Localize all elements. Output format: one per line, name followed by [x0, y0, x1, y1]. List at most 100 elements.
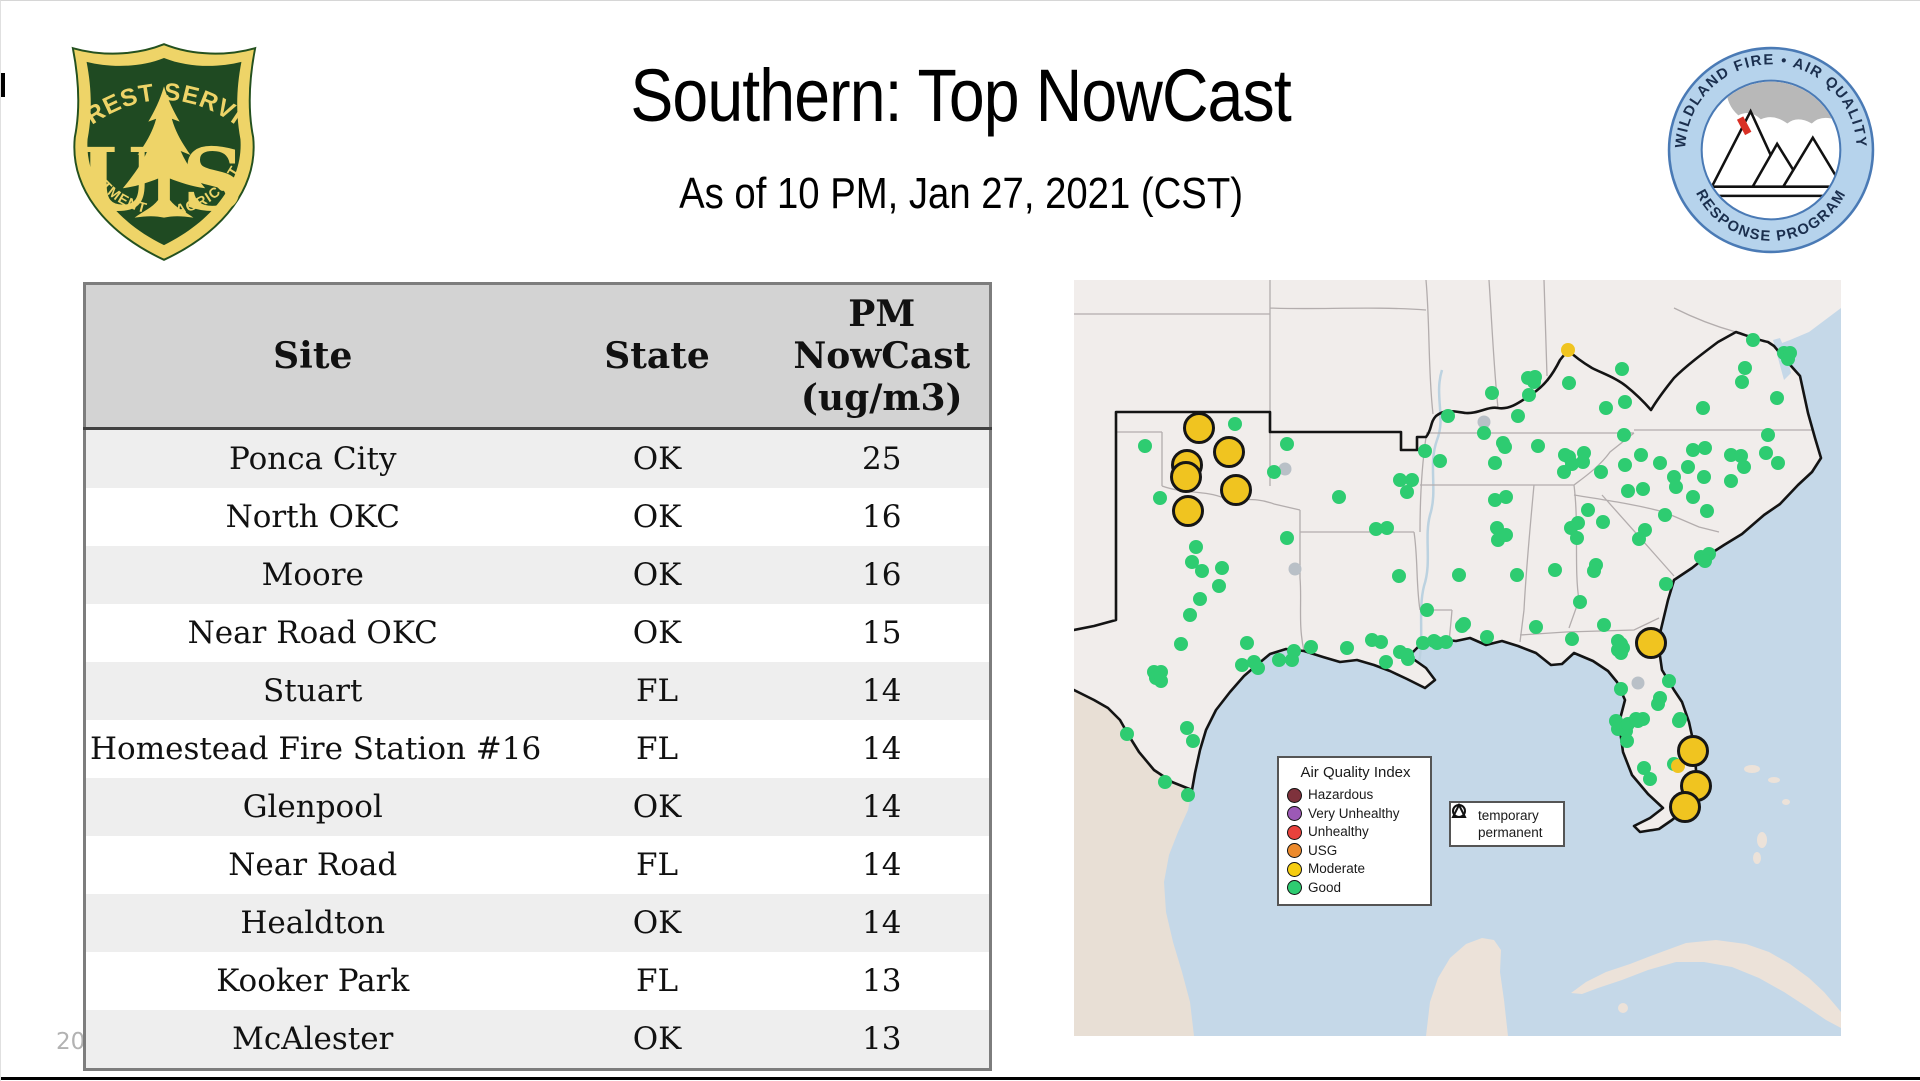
- good-site-marker: [1280, 531, 1294, 545]
- good-site-marker: [1439, 635, 1453, 649]
- aqi-swatch-icon: [1287, 787, 1302, 803]
- good-site-marker: [1405, 473, 1419, 487]
- good-site-marker: [1587, 564, 1601, 578]
- good-site-marker: [1304, 640, 1318, 654]
- good-site-marker: [1174, 637, 1188, 651]
- aqi-swatch-label: Good: [1308, 879, 1342, 895]
- good-site-marker: [1485, 386, 1499, 400]
- good-site-marker: [1531, 439, 1545, 453]
- aqi-swatch-label: Very Unhealthy: [1308, 805, 1400, 821]
- moderate-top-site-marker: [1220, 474, 1252, 506]
- table-row: Near Road FL 14: [84, 836, 991, 894]
- good-site-marker: [1215, 561, 1229, 575]
- aqi-legend-items: Hazardous Very Unhealthy Unhealthy USG Moder…: [1287, 786, 1424, 897]
- good-site-marker: [1477, 426, 1491, 440]
- pm-value-cell: 16: [774, 488, 991, 546]
- good-site-marker: [1571, 516, 1585, 530]
- good-site-marker: [1634, 448, 1648, 462]
- aqi-legend-item: Very Unhealthy: [1287, 805, 1424, 824]
- good-site-marker: [1761, 428, 1775, 442]
- good-site-marker: [1418, 444, 1432, 458]
- moderate-top-site-marker: [1170, 461, 1202, 493]
- state-cell: OK: [539, 778, 775, 836]
- good-site-marker: [1576, 455, 1590, 469]
- column-header-pm-nowcast: PM NowCast (ug/m3): [774, 283, 991, 430]
- pine-tree-icon: [122, 86, 206, 218]
- left-edge-mark: [1, 73, 5, 97]
- good-site-marker: [1596, 515, 1610, 529]
- good-site-marker: [1228, 417, 1242, 431]
- moderate-top-site-marker: [1677, 735, 1709, 767]
- site-cell: Stuart: [84, 662, 540, 720]
- table-row: Kooker Park FL 13: [84, 952, 991, 1010]
- good-site-marker: [1332, 490, 1346, 504]
- fire-icon: [1736, 116, 1752, 136]
- good-site-marker: [1369, 522, 1383, 536]
- good-site-marker: [1441, 409, 1455, 423]
- good-site-marker: [1698, 554, 1712, 568]
- top-nowcast-table-wrap: Site State PM NowCast (ug/m3) Ponca City…: [83, 282, 992, 1071]
- aqi-legend-item: Moderate: [1287, 860, 1424, 879]
- good-site-marker: [1374, 635, 1388, 649]
- good-site-marker: [1392, 569, 1406, 583]
- good-site-marker: [1696, 401, 1710, 415]
- good-site-marker: [1562, 376, 1576, 390]
- pm-value-cell: 13: [774, 1010, 991, 1070]
- column-header-site: Site: [84, 283, 540, 430]
- aqi-swatch-label: Moderate: [1308, 861, 1366, 876]
- site-cell: Moore: [84, 546, 540, 604]
- site-cell: Kooker Park: [84, 952, 540, 1010]
- good-site-marker: [1499, 490, 1513, 504]
- good-site-marker: [1620, 734, 1634, 748]
- good-site-marker: [1700, 504, 1714, 518]
- bahamas-islands: [1618, 765, 1790, 1013]
- good-site-marker: [1653, 456, 1667, 470]
- good-site-marker: [1614, 646, 1628, 660]
- good-site-marker: [1153, 491, 1167, 505]
- aqi-legend-item: Unhealthy: [1287, 823, 1424, 842]
- good-site-marker: [1618, 458, 1632, 472]
- good-site-marker: [1735, 375, 1749, 389]
- table-row: Ponca City OK 25: [84, 428, 991, 488]
- good-site-marker: [1267, 465, 1281, 479]
- good-site-marker: [1632, 532, 1646, 546]
- good-site-marker: [1615, 362, 1629, 376]
- good-site-marker: [1570, 531, 1584, 545]
- aqi-swatch-icon: [1287, 861, 1302, 877]
- nowcast-map: Air Quality Index Hazardous Very Unhealth…: [1074, 280, 1841, 1036]
- good-site-marker: [1138, 439, 1152, 453]
- aqi-legend: Air Quality Index Hazardous Very Unhealth…: [1277, 756, 1432, 906]
- bottom-edge-line: [1, 1077, 1920, 1080]
- column-header-state: State: [539, 283, 775, 430]
- inactive-site-marker: [1477, 415, 1491, 429]
- legend-row-temporary: temporary: [1452, 804, 1559, 824]
- aqi-swatch-icon: [1287, 843, 1302, 859]
- site-cell: Homestead Fire Station #16: [84, 720, 540, 778]
- good-site-marker: [1651, 697, 1665, 711]
- good-site-marker: [1724, 474, 1738, 488]
- pm-value-cell: 14: [774, 720, 991, 778]
- us-land: [1074, 280, 1841, 832]
- table-body: Ponca City OK 25 North OKC OK 16 Moore OK 16 Near…: [84, 428, 991, 1070]
- mexico-land: [1074, 690, 1194, 1036]
- good-site-marker: [1548, 563, 1562, 577]
- state-cell: OK: [539, 1010, 775, 1070]
- pm-value-cell: 14: [774, 836, 991, 894]
- permanent-label: permanent: [1478, 824, 1543, 840]
- site-cell: Near Road: [84, 836, 540, 894]
- good-site-marker: [1617, 428, 1631, 442]
- good-site-marker: [1637, 761, 1651, 775]
- state-cell: FL: [539, 952, 775, 1010]
- good-site-marker: [1643, 772, 1657, 786]
- good-site-marker: [1280, 437, 1294, 451]
- moderate-site-marker: [1671, 759, 1685, 773]
- site-cell: Near Road OKC: [84, 604, 540, 662]
- aqi-swatch-label: Hazardous: [1308, 787, 1374, 802]
- site-cell: Healdton: [84, 894, 540, 952]
- good-site-marker: [1401, 652, 1415, 666]
- good-site-marker: [1433, 454, 1447, 468]
- good-site-marker: [1686, 443, 1700, 457]
- table-row: North OKC OK 16: [84, 488, 991, 546]
- table-row: Moore OK 16: [84, 546, 991, 604]
- aqi-legend-title: Air Quality Index: [1300, 764, 1411, 781]
